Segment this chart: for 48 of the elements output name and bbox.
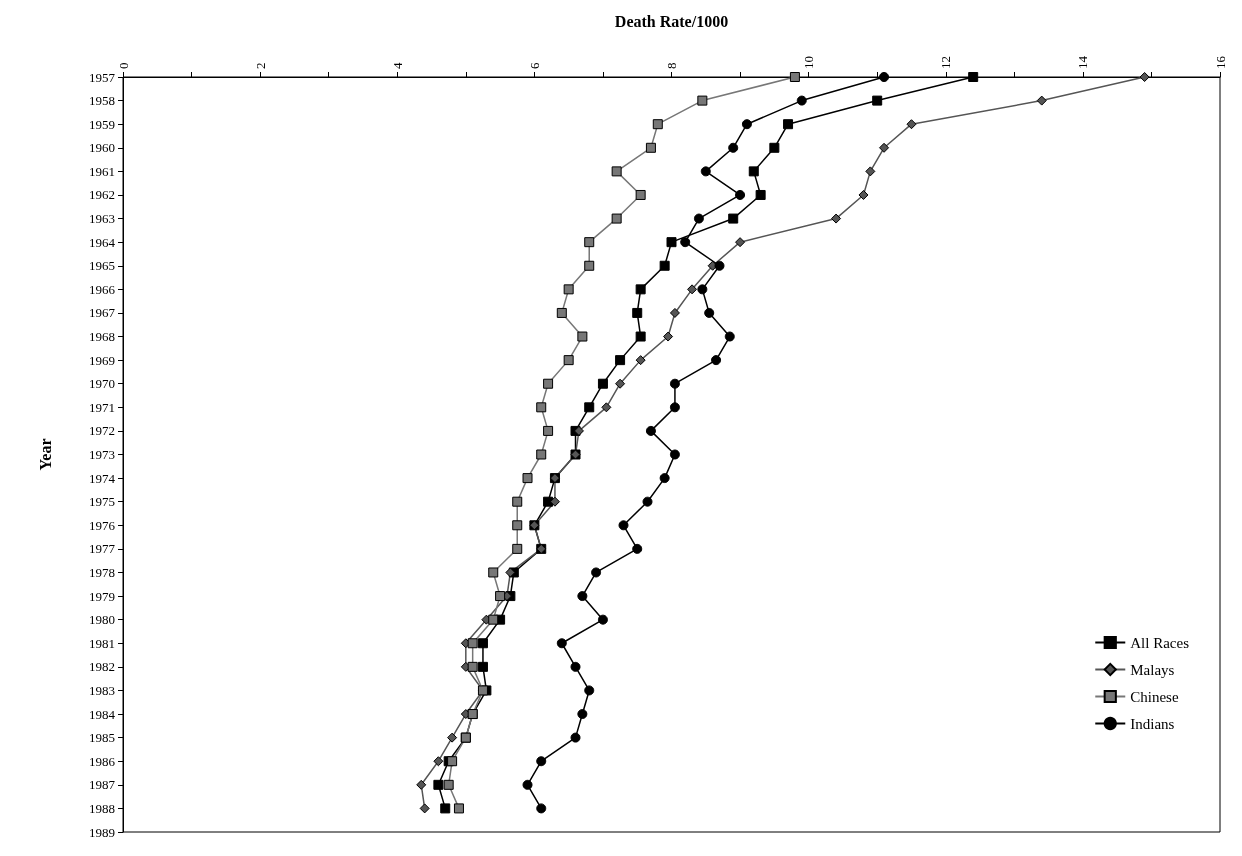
- y-tick-label: 1985: [89, 730, 115, 746]
- y-tick-label: 1983: [89, 682, 115, 698]
- y-tick-label: 1974: [89, 470, 116, 486]
- x-axis-title: Death Rate/1000: [614, 12, 729, 30]
- y-tick-label: 1982: [89, 659, 115, 675]
- x-tick-label: 12: [938, 56, 954, 69]
- y-tick-label: 1978: [89, 564, 115, 580]
- y-tick-label: 1976: [89, 517, 116, 533]
- y-tick-label: 1960: [89, 140, 115, 156]
- legend-label: Malays: [1130, 661, 1175, 678]
- x-tick-label: 14: [1075, 55, 1091, 69]
- legend-label: All Races: [1130, 634, 1190, 651]
- y-tick-label: 1971: [89, 399, 115, 415]
- y-tick-label: 1977: [89, 541, 116, 557]
- y-tick-label: 1964: [89, 234, 116, 250]
- x-tick-label: 8: [664, 62, 679, 69]
- y-tick-label: 1963: [89, 211, 115, 227]
- y-axis-title: Year: [36, 438, 54, 471]
- y-tick-label: 1965: [89, 258, 115, 274]
- y-tick-label: 1957: [89, 69, 116, 85]
- x-tick-label: 10: [801, 56, 817, 69]
- x-tick-label: 6: [526, 62, 542, 69]
- y-tick-label: 1984: [89, 706, 116, 722]
- y-tick-label: 1968: [89, 329, 115, 345]
- y-tick-label: 1970: [89, 376, 115, 392]
- y-tick-label: 1969: [89, 352, 115, 368]
- y-tick-label: 1973: [89, 447, 115, 462]
- y-tick-label: 1989: [89, 824, 115, 840]
- y-tick-label: 1962: [89, 187, 115, 203]
- legend-label: Chinese: [1130, 688, 1179, 705]
- y-tick-label: 1987: [89, 777, 116, 793]
- y-tick-label: 1980: [89, 612, 115, 628]
- y-tick-label: 1972: [89, 423, 115, 439]
- y-tick-label: 1961: [89, 163, 115, 179]
- x-tick-label: 0: [115, 62, 131, 69]
- y-tick-label: 1967: [89, 305, 116, 321]
- legend-label: Indians: [1130, 715, 1175, 732]
- y-tick-label: 1988: [89, 800, 115, 816]
- y-tick-label: 1979: [89, 588, 115, 604]
- x-tick-label: 16: [1212, 55, 1228, 69]
- y-tick-label: 1986: [89, 753, 116, 769]
- y-tick-label: 1981: [89, 635, 115, 651]
- x-tick-label: 2: [252, 62, 268, 69]
- y-tick-label: 1959: [89, 116, 115, 132]
- y-tick-label: 1975: [89, 494, 115, 510]
- x-tick-label: 4: [389, 62, 405, 69]
- y-tick-label: 1958: [89, 93, 115, 109]
- y-tick-label: 1966: [89, 281, 116, 297]
